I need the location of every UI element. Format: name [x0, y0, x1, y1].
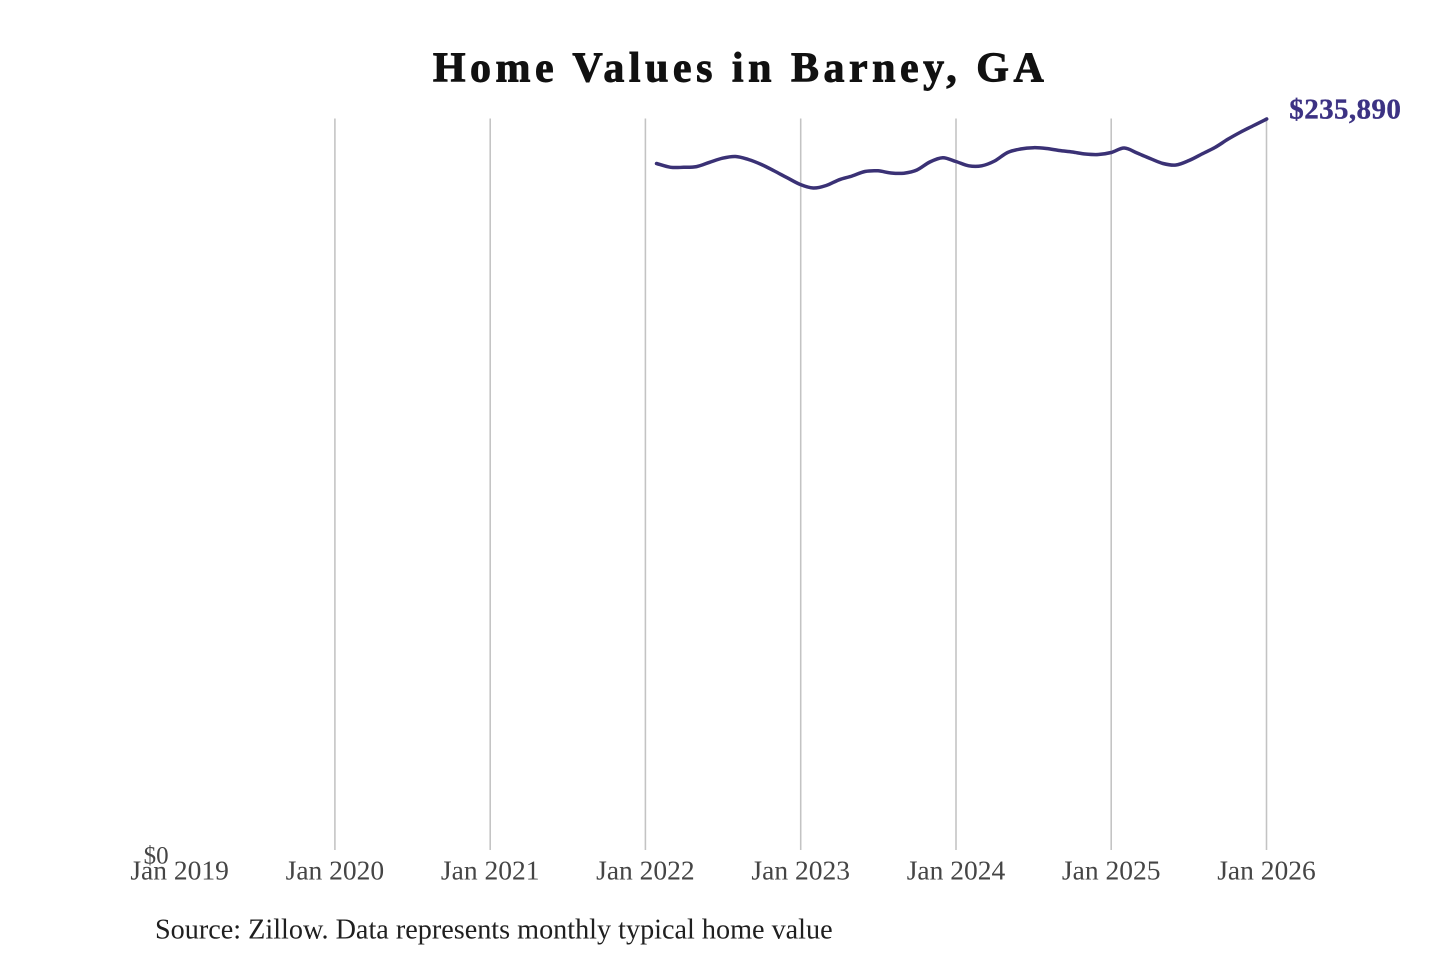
svg-text:Jan 2019: Jan 2019: [130, 855, 229, 886]
svg-text:Jan 2020: Jan 2020: [286, 855, 385, 886]
svg-text:Jan 2023: Jan 2023: [751, 855, 850, 886]
svg-text:Jan 2026: Jan 2026: [1217, 855, 1316, 886]
svg-text:Jan 2024: Jan 2024: [907, 855, 1006, 886]
svg-text:Source: Zillow. Data represent: Source: Zillow. Data represents monthly …: [155, 915, 833, 946]
svg-text:$235,890: $235,890: [1289, 93, 1401, 125]
svg-text:Jan 2025: Jan 2025: [1062, 855, 1161, 886]
svg-text:Home Values in Barney, GA: Home Values in Barney, GA: [433, 45, 1048, 91]
svg-text:Jan 2021: Jan 2021: [441, 855, 540, 886]
svg-text:$0: $0: [144, 843, 169, 870]
svg-text:Jan 2022: Jan 2022: [596, 855, 695, 886]
